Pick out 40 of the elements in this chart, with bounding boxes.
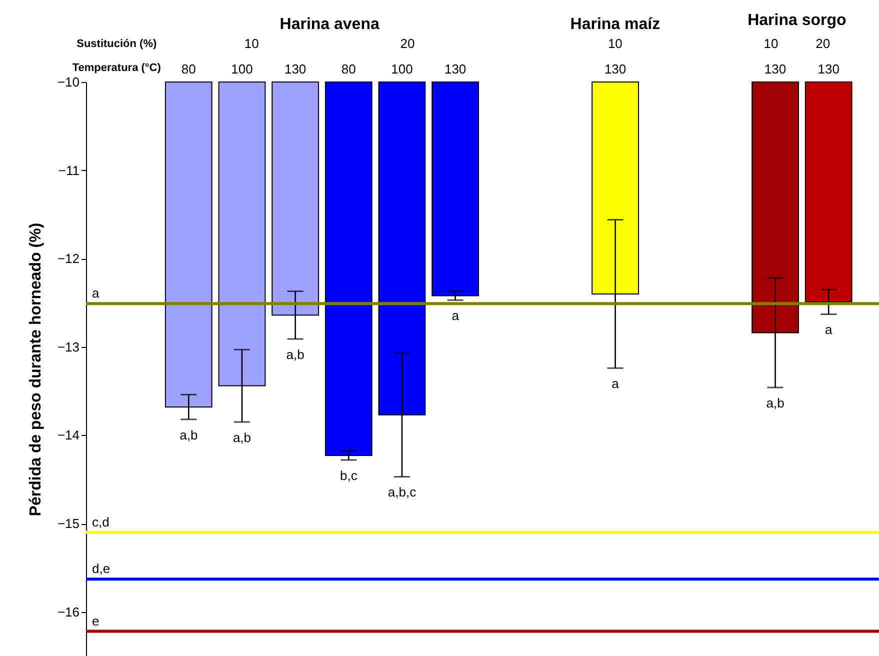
text: 10 <box>764 36 778 51</box>
ref-line-label: a <box>92 286 100 301</box>
text: Harina sorgo <box>748 12 847 29</box>
annotation: a <box>452 308 460 324</box>
text: 10 <box>608 36 622 51</box>
annotation: a <box>824 322 833 338</box>
y-tick-label: −10 <box>57 74 80 90</box>
text: Harina avena <box>280 16 380 33</box>
x-tick-label: 130 <box>604 62 626 76</box>
y-tick-label: −12 <box>57 251 80 266</box>
x-tick-label: 80 <box>181 62 196 76</box>
text: 20 <box>816 36 830 51</box>
x-tick-label: 130 <box>444 62 466 76</box>
y-tick-label: −13 <box>57 339 80 354</box>
text: 20 <box>400 36 415 51</box>
annotation: a,b <box>232 430 252 445</box>
x-tick-label: 80 <box>341 62 356 76</box>
y-tick-label: −14 <box>57 428 80 443</box>
x-tick-label: 130 <box>764 62 786 76</box>
text: Sustitución (%) <box>76 38 157 50</box>
annotation: a <box>612 376 620 392</box>
ref-line-label: c,d <box>92 514 110 530</box>
annotation: a,b,c <box>388 484 417 500</box>
y-tick-label: −11 <box>58 162 80 178</box>
y-axis-title: Pérdida de peso durante horneado (%) <box>27 222 44 516</box>
annotation: a,b <box>286 346 304 362</box>
x-tick-label: 100 <box>231 62 253 76</box>
y-tick-label: −16 <box>57 604 80 620</box>
x-tick-label: 130 <box>284 62 306 76</box>
annotation: b,c <box>340 468 358 483</box>
text: Harina maíz <box>570 16 660 33</box>
ref-line-label: d,e <box>92 561 110 576</box>
y-tick-label: −15 <box>57 516 80 532</box>
annotation: a,b <box>766 396 784 411</box>
text: Temperatura (°C) <box>72 62 162 74</box>
x-tick-label: 100 <box>391 62 413 76</box>
text: 10 <box>244 36 259 51</box>
ref-line-label: e <box>92 613 100 628</box>
annotation: a,b <box>180 427 198 442</box>
x-tick-label: 130 <box>818 62 840 76</box>
